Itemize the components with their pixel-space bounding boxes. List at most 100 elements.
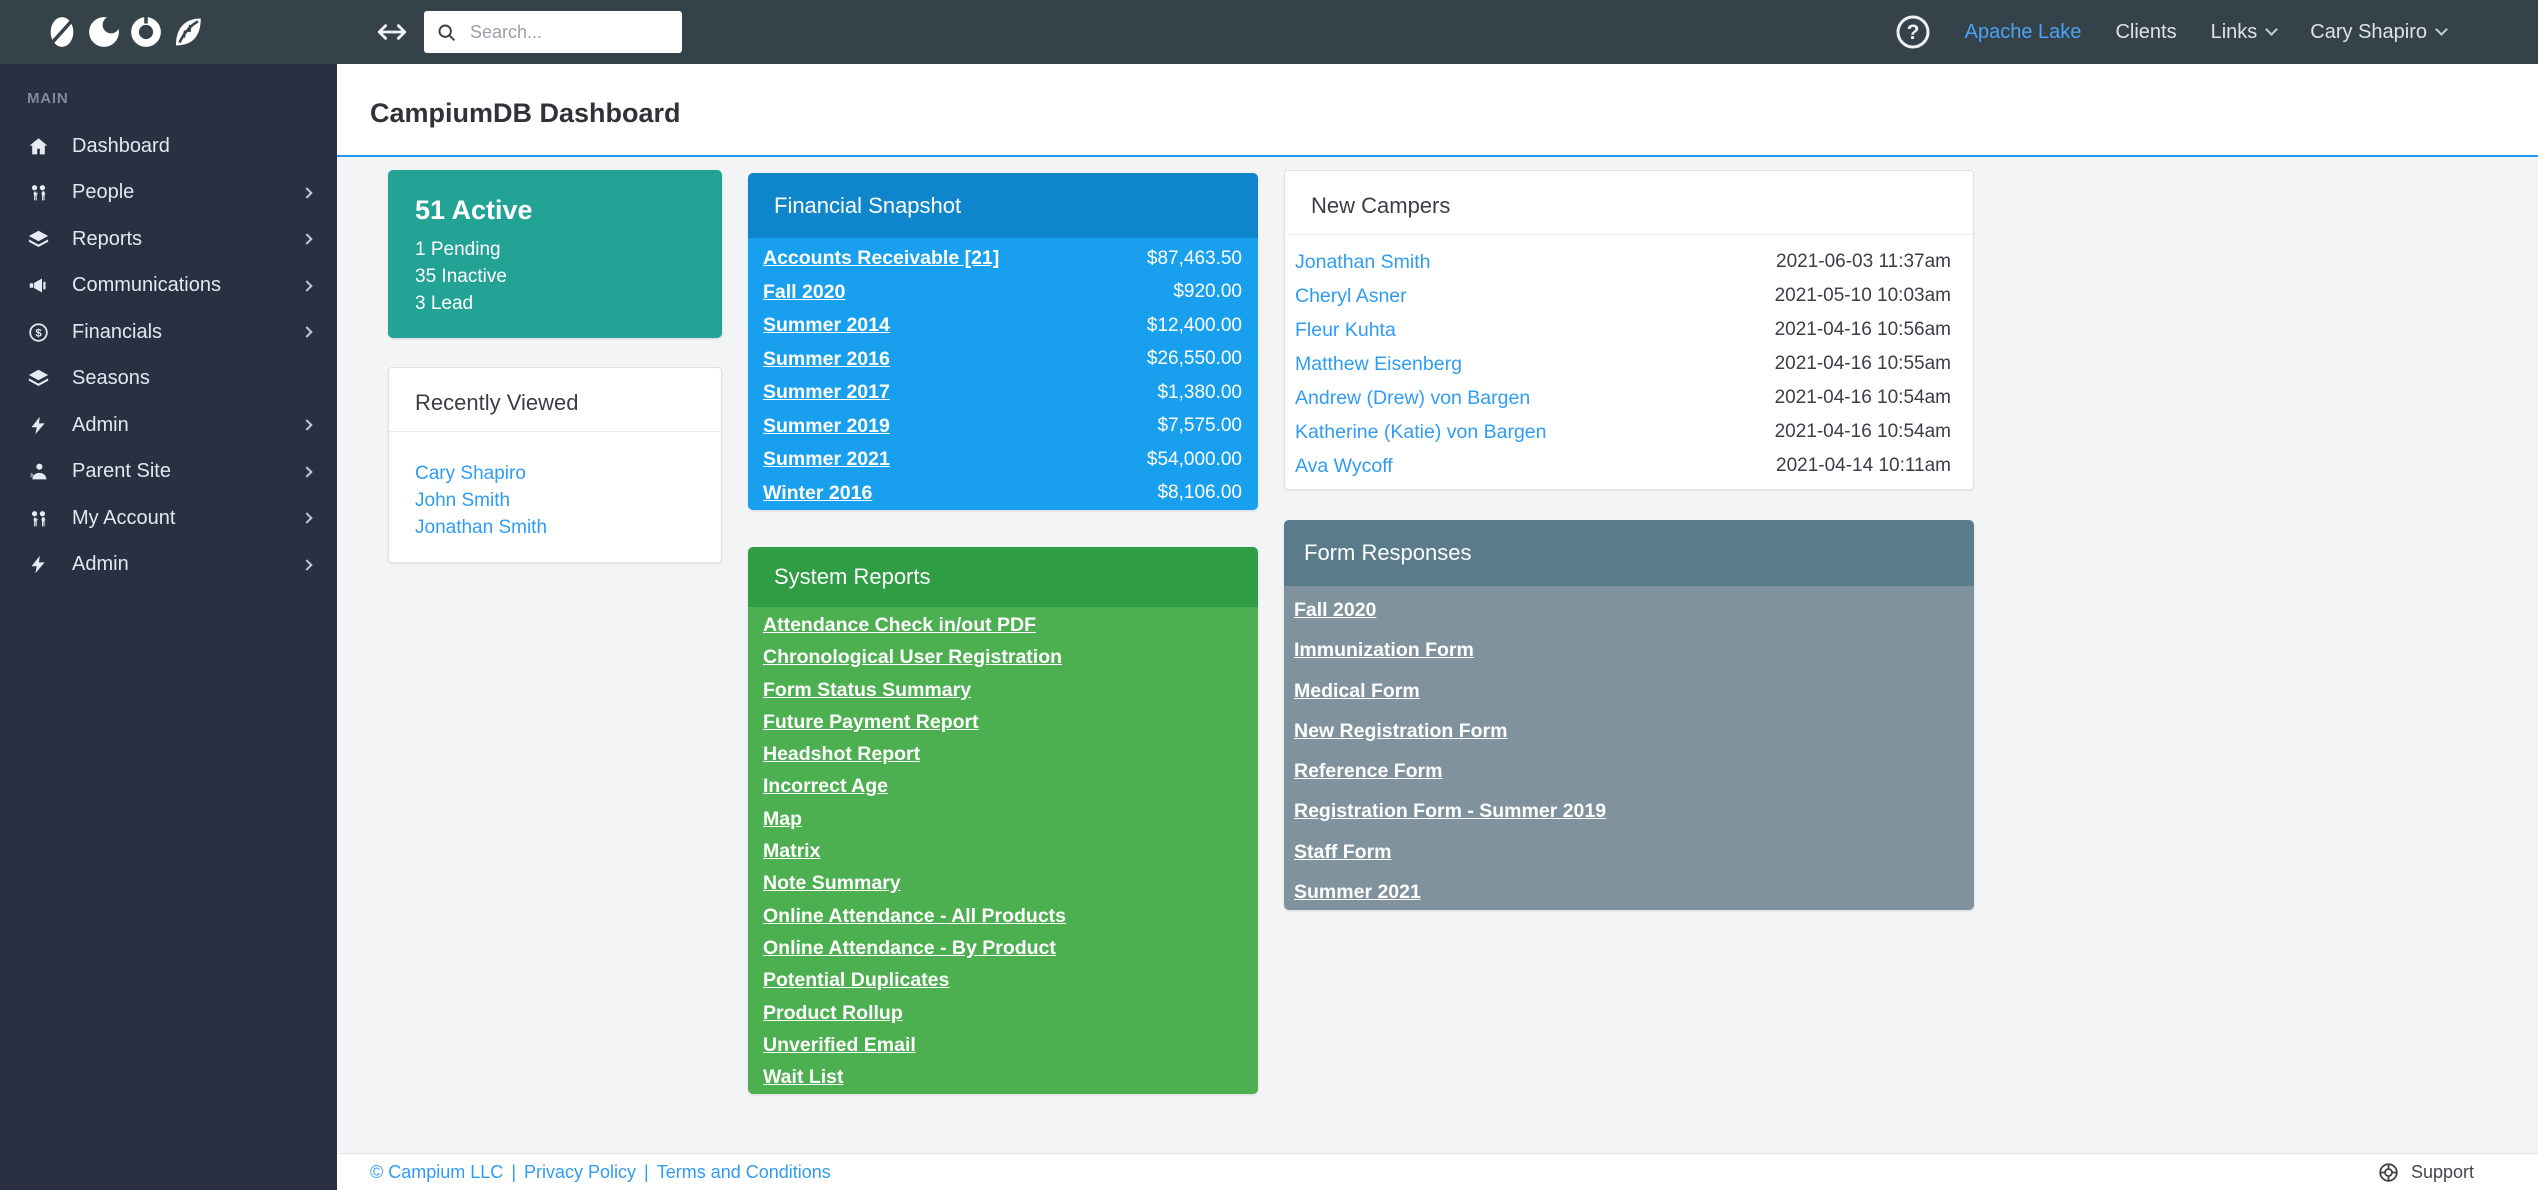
logo-crescent-icon (87, 15, 121, 49)
camper-name-link[interactable]: Andrew (Drew) von Bargen (1295, 386, 1531, 409)
sidebar-item-label: Financials (72, 320, 163, 343)
sidebar-item-label: Dashboard (72, 134, 170, 157)
sidebar-item[interactable]: Seasons (0, 356, 337, 403)
recently-viewed-link[interactable]: Cary Shapiro (415, 463, 526, 484)
sidebar-item-label: Seasons (72, 367, 150, 390)
person-icon (28, 461, 49, 482)
table-row: Summer 2019 $7,575.00 (763, 410, 1242, 444)
chevron-right-icon (301, 419, 313, 431)
financial-amount: $26,550.00 (1146, 348, 1242, 370)
sidebar-item[interactable]: Reports (0, 216, 337, 263)
camper-timestamp: 2021-04-16 10:55am (1774, 353, 1951, 374)
layers-icon (28, 229, 49, 250)
camper-name-link[interactable]: Matthew Eisenberg (1295, 352, 1462, 375)
form-response-link[interactable]: New Registration Form (1294, 719, 1508, 742)
form-response-link[interactable]: Summer 2021 (1294, 881, 1421, 904)
topnav-apache-lake[interactable]: Apache Lake (1964, 20, 2082, 43)
sidebar-collapse-button[interactable] (375, 15, 409, 49)
copyright-link[interactable]: © Campium LLC (370, 1161, 504, 1182)
search-input[interactable] (470, 21, 670, 43)
system-report-link[interactable]: Attendance Check in/out PDF (763, 614, 1037, 636)
system-report-link[interactable]: Product Rollup (763, 1001, 903, 1024)
table-row: Ava Wycoff 2021-04-14 10:11am (1295, 449, 1951, 483)
dollar-icon (28, 322, 49, 343)
camper-timestamp: 2021-06-03 11:37am (1776, 251, 1951, 272)
financial-season-link[interactable]: Accounts Receivable [21] (763, 247, 1000, 270)
financial-amount: $7,575.00 (1157, 415, 1242, 437)
financial-season-link[interactable]: Summer 2019 (763, 414, 890, 437)
system-report-link[interactable]: Matrix (763, 840, 821, 863)
camper-timestamp: 2021-04-16 10:56am (1774, 319, 1951, 340)
system-report-link[interactable]: Note Summary (763, 872, 901, 895)
brand-logo[interactable] (0, 15, 260, 49)
table-row: Summer 2017 $1,380.00 (763, 376, 1242, 410)
help-button[interactable] (1895, 14, 1931, 50)
sidebar-item[interactable]: My Account (0, 495, 337, 542)
stat-lines: 1 Pending 35 Inactive 3 Lead (415, 236, 695, 317)
camper-timestamp: 2021-04-14 10:11am (1776, 455, 1951, 476)
form-response-link[interactable]: Reference Form (1294, 760, 1443, 783)
system-report-link[interactable]: Future Payment Report (763, 710, 979, 733)
system-report-link[interactable]: Potential Duplicates (763, 969, 950, 992)
camper-name-link[interactable]: Katherine (Katie) von Bargen (1295, 420, 1547, 443)
financial-season-link[interactable]: Summer 2017 (763, 381, 890, 404)
logo-egg-icon (45, 15, 79, 49)
recently-viewed-link[interactable]: Jonathan Smith (415, 517, 548, 538)
card-title: New Campers (1285, 171, 1973, 235)
form-response-link[interactable]: Registration Form - Summer 2019 (1294, 800, 1607, 823)
form-response-link[interactable]: Fall 2020 (1294, 599, 1377, 621)
support-button[interactable]: Support (2378, 1162, 2474, 1183)
system-report-link[interactable]: Form Status Summary (763, 678, 972, 701)
system-reports-card: System Reports Attendance Check in/out P… (748, 547, 1258, 1094)
privacy-policy-link[interactable]: Privacy Policy (524, 1161, 637, 1182)
sidebar-item[interactable]: Communications (0, 263, 337, 310)
footer-links: © Campium LLC | Privacy Policy | Terms a… (370, 1162, 831, 1183)
system-report-link[interactable]: Online Attendance - All Products (763, 904, 1067, 927)
stat-line: 1 Pending (415, 239, 501, 260)
system-report-link[interactable]: Chronological User Registration (763, 646, 1063, 669)
sidebar-item[interactable]: People (0, 170, 337, 217)
system-report-link[interactable]: Wait List (763, 1066, 844, 1089)
financial-season-link[interactable]: Summer 2016 (763, 347, 890, 370)
camper-name-link[interactable]: Ava Wycoff (1295, 454, 1393, 477)
topnav-user-menu[interactable]: Cary Shapiro (2310, 21, 2448, 44)
financial-season-link[interactable]: Summer 2021 (763, 448, 890, 471)
financial-season-link[interactable]: Fall 2020 (763, 280, 846, 303)
table-row: Katherine (Katie) von Bargen 2021-04-16 … (1295, 415, 1951, 449)
sidebar-item[interactable]: Admin (0, 542, 337, 589)
terms-link[interactable]: Terms and Conditions (656, 1161, 831, 1182)
chevron-right-icon (301, 233, 313, 245)
camper-name-link[interactable]: Jonathan Smith (1295, 250, 1431, 273)
system-report-link[interactable]: Map (763, 807, 802, 830)
financial-season-link[interactable]: Winter 2016 (763, 481, 873, 504)
recently-viewed-link[interactable]: John Smith (415, 490, 511, 511)
sidebar-item[interactable]: Admin (0, 402, 337, 449)
financial-snapshot-card: Financial Snapshot Accounts Receivable [… (748, 173, 1258, 510)
bolt-icon (28, 415, 49, 436)
table-row: Matthew Eisenberg 2021-04-16 10:55am (1295, 347, 1951, 381)
form-response-link[interactable]: Immunization Form (1294, 639, 1474, 662)
system-report-link[interactable]: Unverified Email (763, 1033, 916, 1056)
form-response-link[interactable]: Staff Form (1294, 840, 1392, 863)
system-report-link[interactable]: Headshot Report (763, 743, 921, 766)
home-icon (28, 136, 49, 157)
new-campers-card: New Campers Jonathan Smith 2021-06-03 11… (1284, 170, 1974, 490)
form-responses-card: Form Responses Fall 2020 Immunization For… (1284, 520, 1974, 910)
chevron-right-icon (301, 280, 313, 292)
system-report-link[interactable]: Incorrect Age (763, 775, 888, 798)
topnav-links-menu[interactable]: Links (2211, 21, 2279, 44)
system-report-link[interactable]: Online Attendance - By Product (763, 936, 1056, 959)
table-row: Cheryl Asner 2021-05-10 10:03am (1295, 279, 1951, 313)
stat-line: 35 Inactive (415, 266, 507, 287)
camper-name-link[interactable]: Cheryl Asner (1295, 284, 1407, 307)
sidebar-item[interactable]: Parent Site (0, 449, 337, 496)
sidebar-item[interactable]: Financials (0, 309, 337, 356)
financial-season-link[interactable]: Summer 2014 (763, 314, 890, 337)
stat-line: 3 Lead (415, 293, 474, 314)
camper-name-link[interactable]: Fleur Kuhta (1295, 318, 1396, 341)
sidebar-item[interactable]: Dashboard (0, 123, 337, 170)
form-response-link[interactable]: Medical Form (1294, 679, 1420, 702)
sidebar-item-label: Admin (72, 553, 129, 576)
separator: | (644, 1161, 649, 1182)
topnav-clients[interactable]: Clients (2115, 20, 2177, 43)
